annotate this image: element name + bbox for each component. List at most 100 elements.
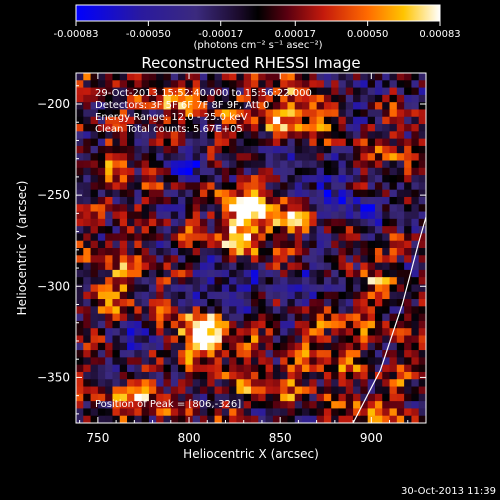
heatmap-cell: [119, 189, 128, 198]
heatmap-cell: [199, 226, 208, 235]
heatmap-cell: [112, 87, 121, 96]
heatmap-cell: [199, 211, 208, 220]
heatmap-cell: [323, 87, 332, 96]
heatmap-cell: [170, 87, 179, 96]
heatmap-cell: [127, 211, 135, 220]
heatmap-cell: [360, 189, 369, 198]
heatmap-cell: [309, 233, 318, 242]
heatmap-cell: [316, 218, 325, 227]
heatmap-cell: [76, 240, 84, 249]
heatmap-cell: [272, 204, 281, 213]
heatmap-cell: [170, 153, 179, 162]
heatmap-cell: [119, 182, 128, 191]
heatmap-cell: [178, 240, 186, 249]
heatmap-cell: [251, 342, 259, 351]
heatmap-cell: [170, 335, 179, 344]
heatmap-cell: [127, 153, 135, 162]
heatmap-cell: [396, 393, 405, 402]
heatmap-cell: [345, 189, 354, 198]
heatmap-cell: [185, 218, 194, 227]
heatmap-cell: [127, 248, 135, 256]
heatmap-cell: [97, 109, 106, 118]
heatmap-cell: [134, 306, 143, 315]
heatmap-cell: [170, 371, 179, 380]
heatmap-cell: [338, 284, 347, 293]
heatmap-cell: [309, 138, 318, 147]
heatmap-cell: [90, 73, 99, 81]
heatmap-cell: [221, 233, 230, 242]
heatmap-cell: [83, 408, 92, 417]
heatmap-cell: [338, 124, 347, 132]
heatmap-cell: [192, 379, 201, 388]
heatmap-cell: [374, 182, 383, 191]
heatmap-cell: [309, 393, 318, 402]
heatmap-cell: [251, 364, 259, 373]
heatmap-cell: [360, 350, 369, 358]
heatmap-cell: [338, 109, 347, 118]
heatmap-cell: [214, 145, 223, 154]
heatmap-cell: [148, 153, 157, 162]
heatmap-cell: [323, 313, 332, 322]
heatmap-cell: [170, 218, 179, 227]
heatmap-cell: [367, 138, 376, 147]
heatmap-cell: [97, 393, 106, 402]
heatmap-cell: [367, 233, 376, 242]
heatmap-cell: [309, 313, 318, 322]
heatmap-cell: [323, 131, 332, 140]
heatmap-cell: [294, 73, 303, 81]
heatmap-cell: [199, 408, 208, 417]
heatmap-cell: [185, 262, 194, 271]
heatmap-cell: [265, 342, 274, 351]
heatmap-cell: [148, 109, 157, 118]
heatmap-cell: [207, 175, 216, 183]
heatmap-cell: [97, 313, 106, 322]
heatmap-cell: [83, 328, 92, 337]
heatmap-cell: [170, 94, 179, 103]
heatmap-cell: [229, 196, 238, 205]
heatmap-cell: [316, 226, 325, 235]
heatmap-cell: [76, 255, 84, 264]
heatmap-cell: [258, 204, 267, 213]
heatmap-cell: [331, 233, 340, 242]
heatmap-cell: [411, 320, 420, 329]
heatmap-cell: [411, 240, 420, 249]
heatmap-cell: [214, 379, 223, 388]
heatmap-cell: [185, 153, 194, 162]
heatmap-cell: [251, 80, 259, 89]
heatmap-cell: [404, 328, 413, 337]
heatmap-cell: [163, 306, 172, 315]
heatmap-cell: [360, 248, 369, 256]
heatmap-cell: [236, 350, 245, 358]
heatmap-cell: [83, 226, 92, 235]
heatmap-cell: [156, 189, 165, 198]
heatmap-cell: [316, 262, 325, 271]
heatmap-cell: [396, 102, 405, 111]
heatmap-cell: [411, 299, 420, 307]
heatmap-cell: [207, 364, 216, 373]
heatmap-cell: [338, 371, 347, 380]
heatmap-cell: [112, 240, 121, 249]
heatmap-cell: [76, 80, 84, 89]
heatmap-cell: [105, 204, 114, 213]
heatmap-cell: [418, 80, 426, 89]
heatmap-cell: [316, 211, 325, 220]
heatmap-cell: [178, 167, 186, 176]
heatmap-cell: [258, 284, 267, 293]
heatmap-cell: [396, 350, 405, 358]
heatmap-cell: [323, 371, 332, 380]
heatmap-cell: [309, 328, 318, 337]
heatmap-cell: [345, 167, 354, 176]
heatmap-cell: [185, 335, 194, 344]
heatmap-cell: [185, 299, 194, 307]
heatmap-cell: [192, 277, 201, 286]
heatmap-cell: [90, 277, 99, 286]
heatmap-cell: [127, 262, 135, 271]
heatmap-cell: [338, 196, 347, 205]
heatmap-cell: [258, 189, 267, 198]
heatmap-cell: [229, 350, 238, 358]
heatmap-cell: [105, 131, 114, 140]
heatmap-cell: [221, 357, 230, 366]
heatmap-cell: [221, 284, 230, 293]
heatmap-cell: [119, 138, 128, 147]
heatmap-cell: [134, 145, 143, 154]
